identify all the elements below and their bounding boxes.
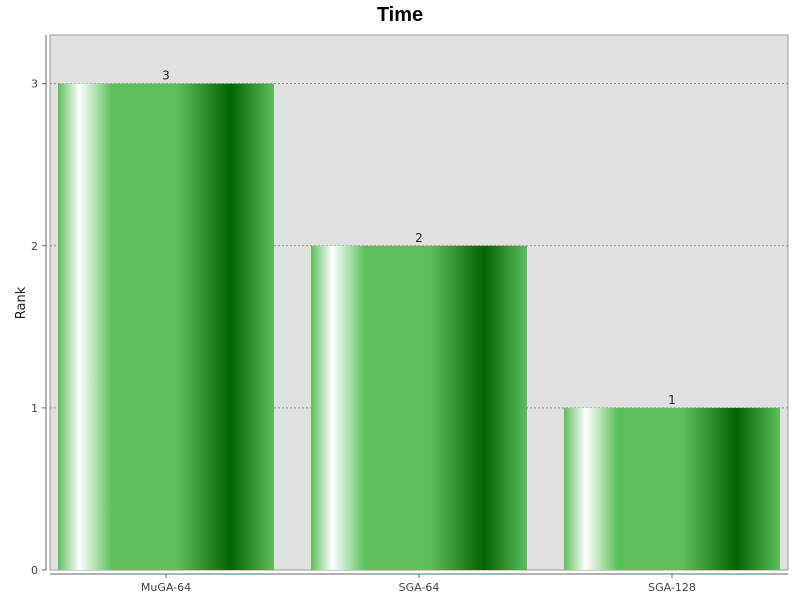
y-axis-label: Rank: [14, 286, 29, 319]
y-tick-label-0: 0: [31, 564, 38, 577]
bars: [58, 83, 780, 571]
y-axis-ticks: 0 1 2 3: [31, 78, 46, 577]
y-tick-label-2: 2: [31, 240, 38, 253]
bar-MuGA-64: [58, 83, 274, 571]
y-tick-label-3: 3: [31, 78, 38, 91]
data-label-SGA-128: 1: [668, 393, 676, 407]
x-axis-ticks: MuGA-64 SGA-64 SGA-128: [141, 574, 696, 594]
data-label-SGA-64: 2: [415, 231, 423, 245]
bar-SGA-128: [564, 407, 780, 570]
x-tick-label-SGA-64: SGA-64: [399, 581, 440, 594]
data-labels: 3 2 1: [162, 69, 676, 407]
x-tick-label-SGA-128: SGA-128: [648, 581, 696, 594]
x-tick-label-MuGA-64: MuGA-64: [141, 581, 191, 594]
y-tick-label-1: 1: [31, 402, 38, 415]
data-label-MuGA-64: 3: [162, 69, 170, 83]
chart-title: Time: [377, 4, 423, 26]
bar-SGA-64: [311, 245, 527, 570]
